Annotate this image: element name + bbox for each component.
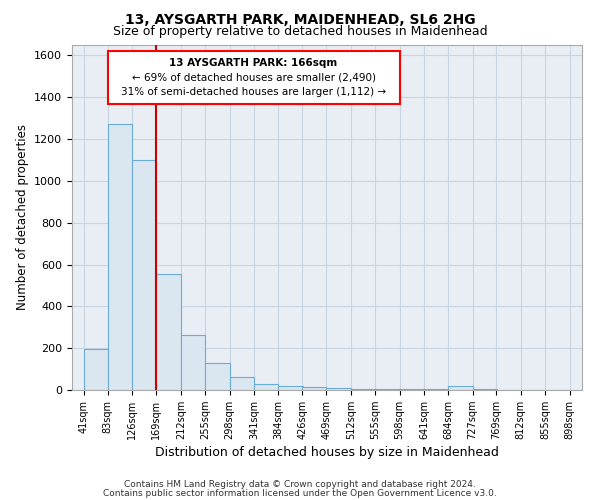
Bar — [84, 349, 108, 390]
Bar — [132, 160, 157, 390]
Text: Contains HM Land Registry data © Crown copyright and database right 2024.: Contains HM Land Registry data © Crown c… — [124, 480, 476, 489]
Text: 13 AYSGARTH PARK: 166sqm: 13 AYSGARTH PARK: 166sqm — [169, 58, 338, 68]
Y-axis label: Number of detached properties: Number of detached properties — [16, 124, 29, 310]
FancyBboxPatch shape — [108, 52, 400, 104]
Text: 31% of semi-detached houses are larger (1,112) →: 31% of semi-detached houses are larger (… — [121, 87, 386, 97]
Text: Contains public sector information licensed under the Open Government Licence v3: Contains public sector information licen… — [103, 488, 497, 498]
Bar — [278, 386, 302, 390]
Bar — [254, 384, 278, 390]
Bar — [302, 387, 326, 390]
Bar — [108, 124, 132, 390]
Bar — [205, 363, 230, 390]
Bar — [375, 389, 400, 390]
Bar — [326, 388, 351, 390]
Bar — [351, 389, 375, 390]
Text: 13, AYSGARTH PARK, MAIDENHEAD, SL6 2HG: 13, AYSGARTH PARK, MAIDENHEAD, SL6 2HG — [125, 12, 475, 26]
Text: Size of property relative to detached houses in Maidenhead: Size of property relative to detached ho… — [113, 25, 487, 38]
Bar — [181, 334, 205, 390]
Bar — [157, 274, 181, 390]
Bar — [448, 386, 473, 390]
X-axis label: Distribution of detached houses by size in Maidenhead: Distribution of detached houses by size … — [155, 446, 499, 459]
Text: ← 69% of detached houses are smaller (2,490): ← 69% of detached houses are smaller (2,… — [131, 72, 376, 83]
Bar — [230, 378, 254, 390]
